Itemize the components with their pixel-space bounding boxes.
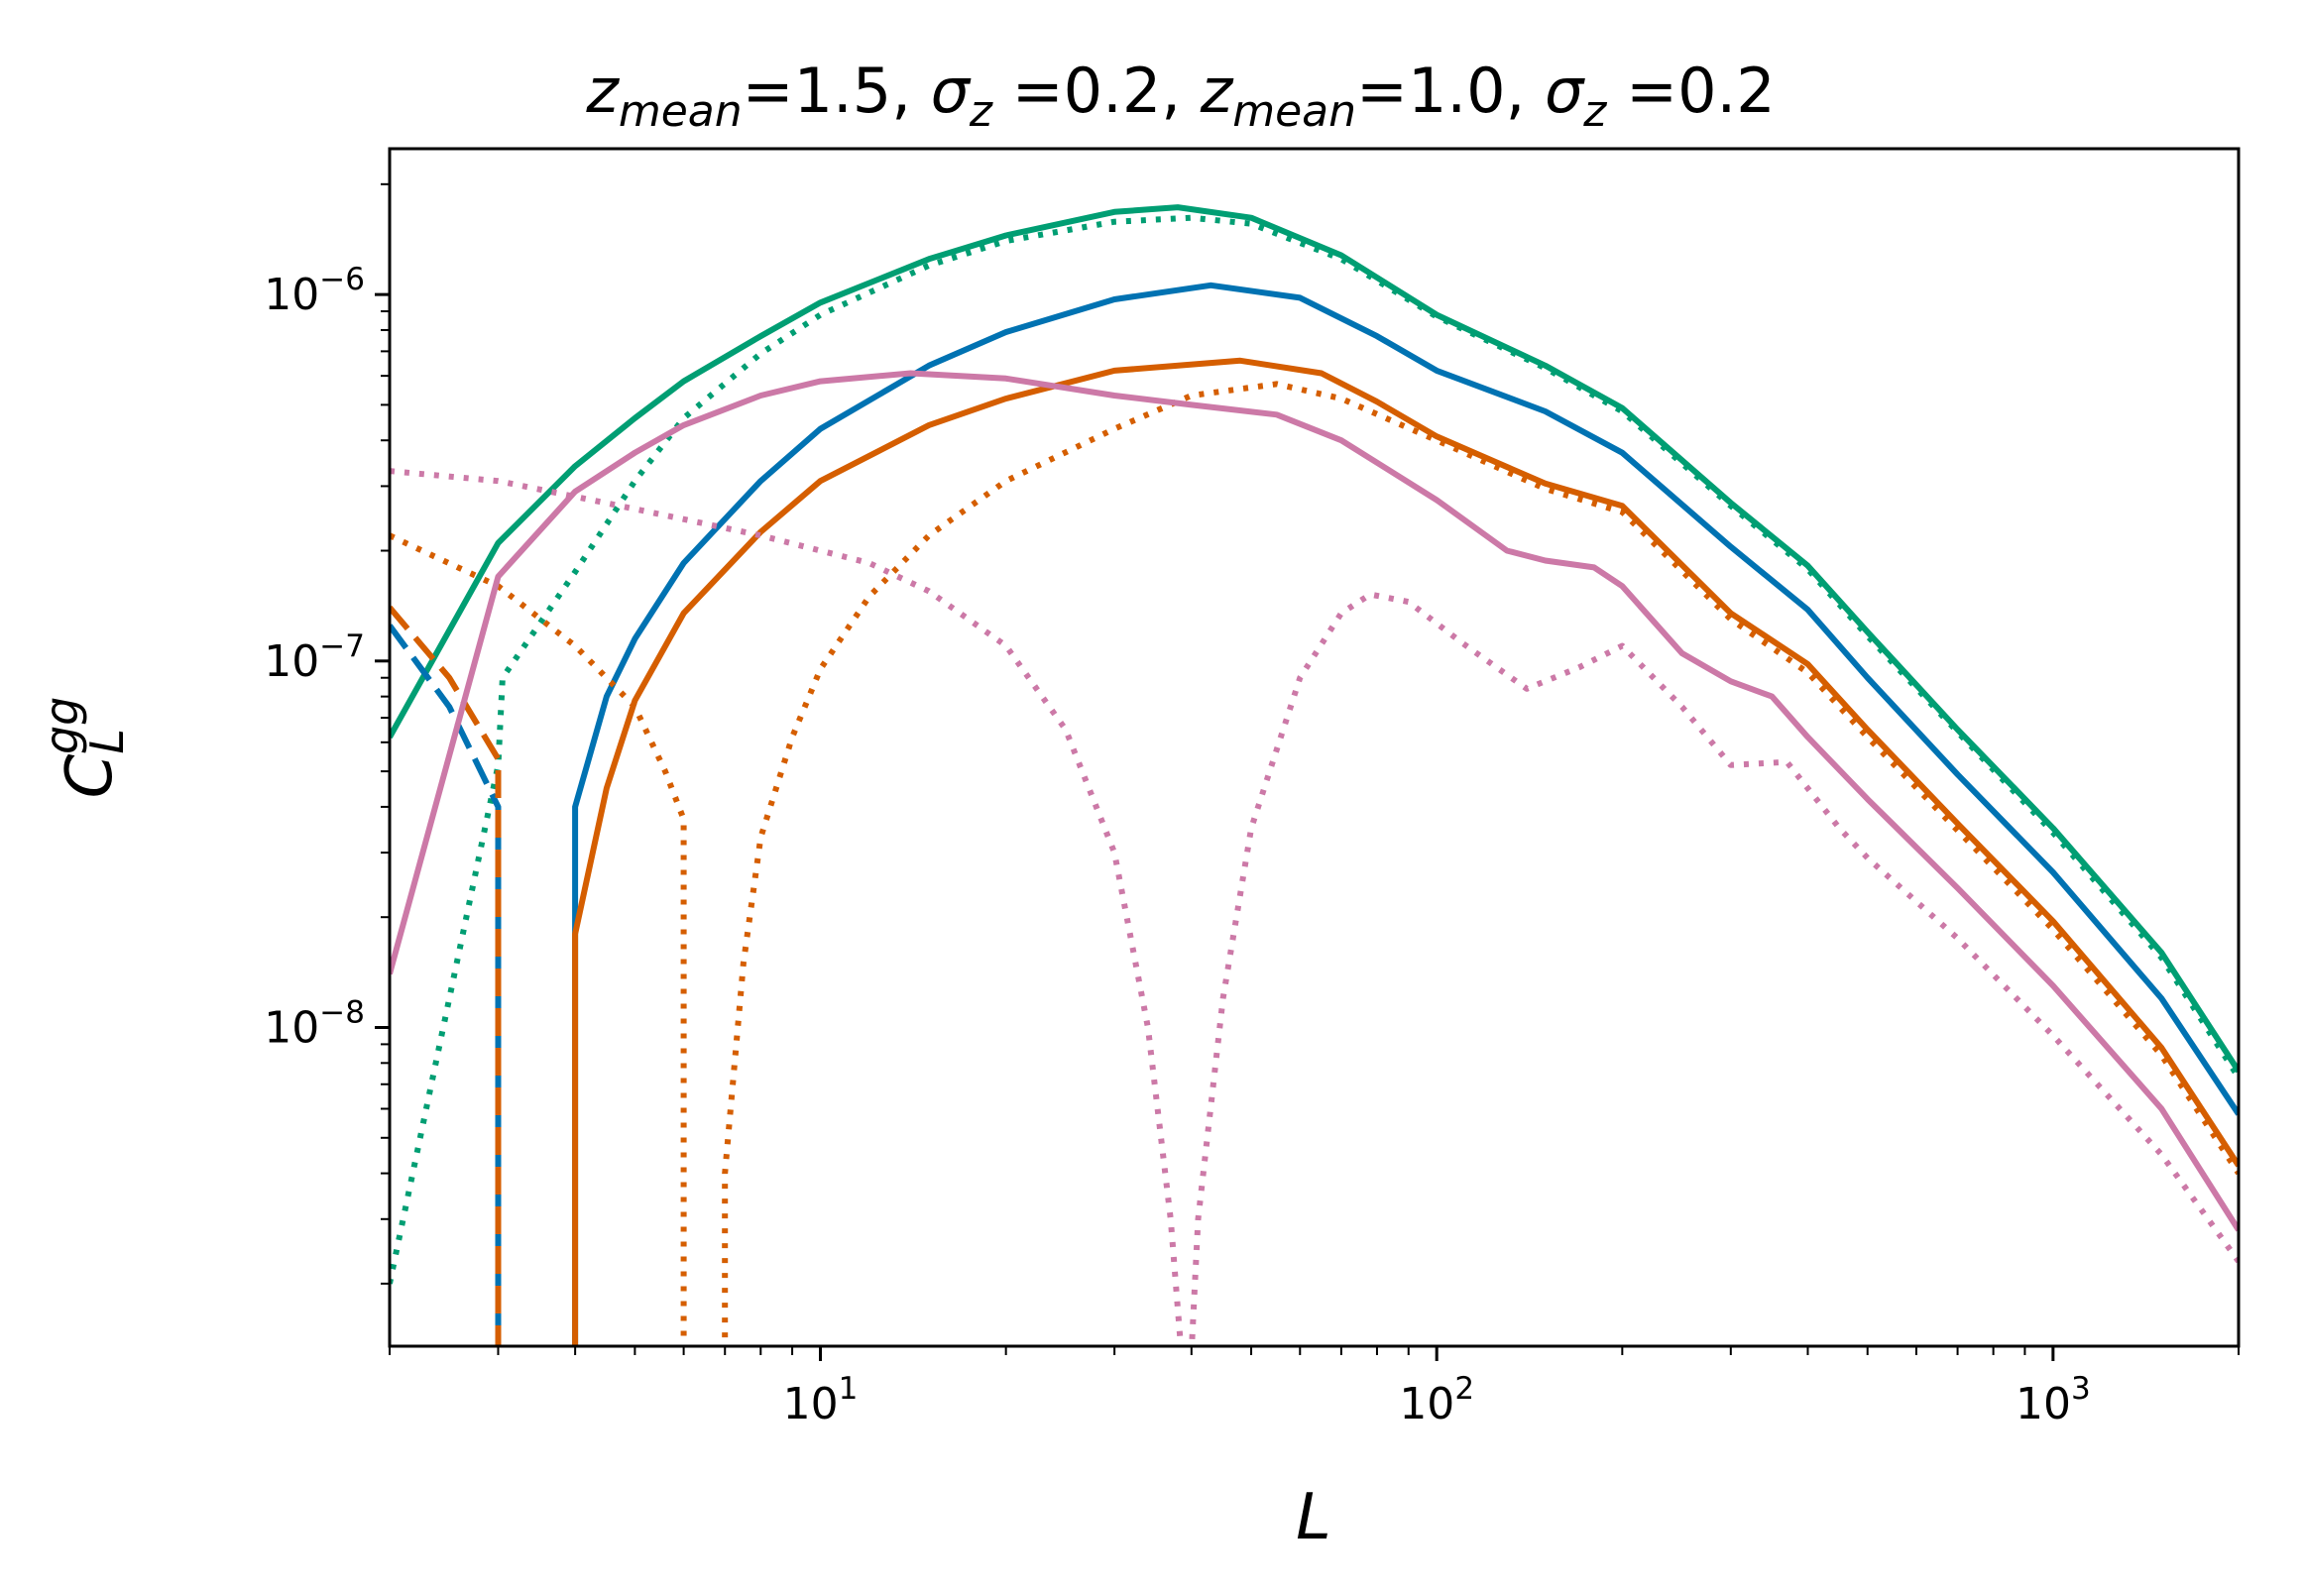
x-tick-exponent: 2 <box>1454 1371 1474 1407</box>
y-tick-label: 10−6 <box>264 262 365 320</box>
title-sigma2-value: =0.2 <box>1606 55 1775 127</box>
x-axis-label: L <box>1296 1481 1331 1554</box>
y-axis-label-sup: gg <box>35 697 88 754</box>
y-tick-base: 10 <box>264 1002 319 1053</box>
title-sigma2: σ <box>1545 55 1585 127</box>
title-z2-sub: mean <box>1232 86 1356 137</box>
series-layer <box>390 204 2239 1346</box>
title-sigma1-sub: z <box>969 86 993 137</box>
series-line-green-dotted <box>390 214 2239 1285</box>
x-tick-label: 101 <box>783 1371 859 1429</box>
x-tick-label: 103 <box>2016 1371 2091 1429</box>
y-tick-base: 10 <box>264 270 319 320</box>
y-axis-label-sub: L <box>80 729 134 754</box>
y-tick-label: 10−8 <box>264 994 365 1053</box>
x-tick-base: 10 <box>1399 1379 1454 1429</box>
series-line-orange-solid <box>572 357 2239 1346</box>
y-axis-label-main: C <box>54 753 127 798</box>
series-line-blue-solid <box>572 282 2239 1346</box>
title-z1: z <box>585 55 620 127</box>
plot-frame <box>388 147 2241 1348</box>
title-z2: z <box>1200 55 1234 127</box>
title-sigma1: σ <box>931 55 972 127</box>
x-tick-base: 10 <box>783 1379 839 1429</box>
x-tick-exponent: 1 <box>839 1371 859 1407</box>
title-z1-value: =1.5, <box>743 55 931 127</box>
title-z1-sub: mean <box>619 86 743 137</box>
x-tick-exponent: 3 <box>2071 1371 2091 1407</box>
x-tick-label: 102 <box>1399 1371 1474 1429</box>
series-line-green-solid <box>390 204 2239 1074</box>
chart-title: zmean=1.5, σz =0.2, zmean=1.0, σz =0.2 <box>585 55 1775 137</box>
y-tick-base: 10 <box>264 636 319 687</box>
title-sigma2-sub: z <box>1582 86 1607 137</box>
y-tick-exponent: −7 <box>319 628 365 664</box>
y-tick-exponent: −6 <box>319 262 365 297</box>
title-sigma1-value: =0.2, <box>992 55 1201 127</box>
series-line-pink-dotted <box>390 468 2239 1346</box>
y-tick-exponent: −8 <box>319 994 365 1030</box>
series-line-pink-solid <box>390 370 2239 1232</box>
series-line-blue-dashed <box>390 624 502 1346</box>
series-line-orange-dashed <box>390 605 502 1346</box>
series-line-orange-dotted <box>722 381 2239 1346</box>
title-z2-value: =1.0, <box>1356 55 1545 127</box>
x-tick-base: 10 <box>2016 1379 2071 1429</box>
y-tick-label: 10−7 <box>264 628 365 687</box>
y-axis-label: CLgg <box>35 697 134 799</box>
